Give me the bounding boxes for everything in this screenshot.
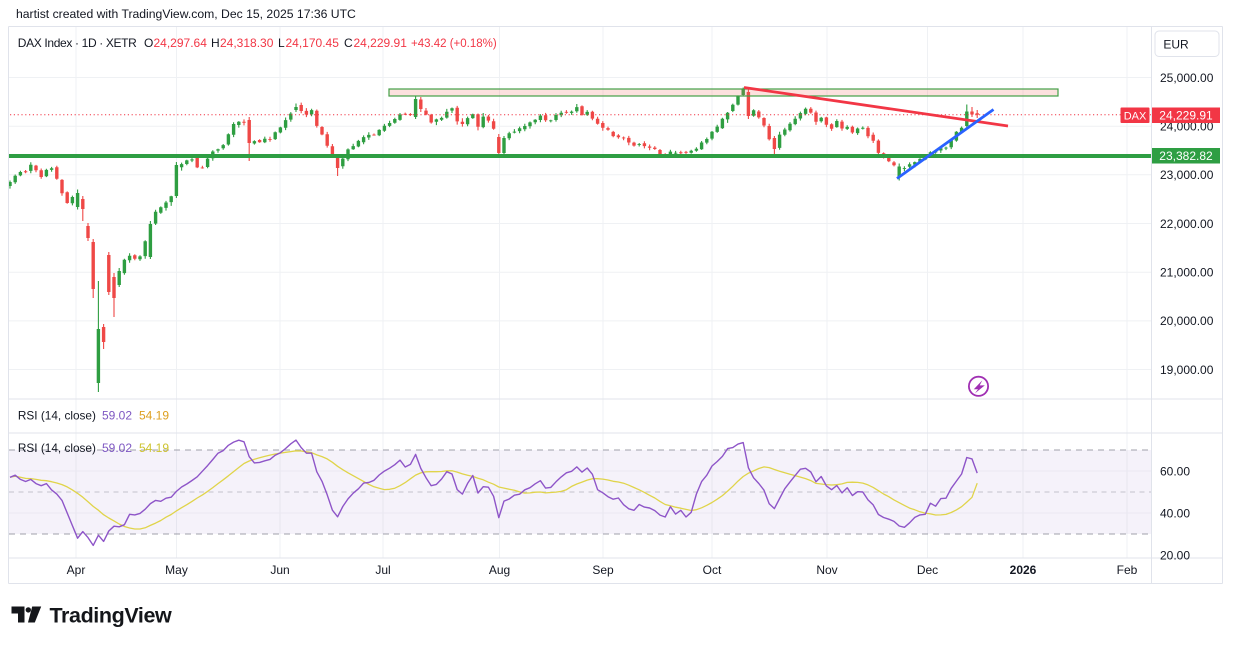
svg-text:Jun: Jun <box>270 563 289 577</box>
svg-text:Aug: Aug <box>489 563 510 577</box>
svg-text:23,000.00: 23,000.00 <box>1160 168 1214 182</box>
svg-text:EUR: EUR <box>1163 37 1189 51</box>
svg-text:Feb: Feb <box>1117 563 1138 577</box>
svg-text:Nov: Nov <box>816 563 837 577</box>
svg-text:C: C <box>344 36 353 50</box>
svg-text:Sep: Sep <box>592 563 614 577</box>
svg-text:21,000.00: 21,000.00 <box>1160 266 1214 280</box>
svg-text:RSI (14, close): RSI (14, close) <box>18 441 96 455</box>
svg-text:25,000.00: 25,000.00 <box>1160 71 1214 85</box>
svg-text:hartist created with TradingVi: hartist created with TradingView.com, De… <box>16 7 356 21</box>
svg-text:24,229.91: 24,229.91 <box>1159 109 1213 123</box>
svg-text:20,000.00: 20,000.00 <box>1160 314 1214 328</box>
svg-text:Jul: Jul <box>375 563 390 577</box>
svg-text:May: May <box>165 563 188 577</box>
svg-text:TradingView: TradingView <box>50 604 173 628</box>
svg-text:54.19: 54.19 <box>139 409 169 423</box>
svg-text:60.00: 60.00 <box>1160 464 1190 478</box>
svg-text:20.00: 20.00 <box>1160 548 1190 562</box>
svg-text:2026: 2026 <box>1010 563 1037 577</box>
svg-text:24,170.45: 24,170.45 <box>286 36 340 50</box>
svg-text:24,229.91: 24,229.91 <box>354 36 408 50</box>
svg-text:RSI (14, close): RSI (14, close) <box>18 409 96 423</box>
svg-text:+43.42 (+0.18%): +43.42 (+0.18%) <box>411 38 497 50</box>
svg-text:59.02: 59.02 <box>102 441 132 455</box>
svg-text:Dec: Dec <box>917 563 938 577</box>
svg-text:24,318.30: 24,318.30 <box>220 36 274 50</box>
svg-text:DAX Index · 1D · XETR: DAX Index · 1D · XETR <box>18 36 137 50</box>
svg-text:O: O <box>144 36 153 50</box>
svg-text:22,000.00: 22,000.00 <box>1160 217 1214 231</box>
svg-text:19,000.00: 19,000.00 <box>1160 363 1214 377</box>
svg-text:23,382.82: 23,382.82 <box>1159 149 1213 163</box>
svg-text:DAX: DAX <box>1124 110 1147 122</box>
svg-text:54.19: 54.19 <box>139 441 169 455</box>
svg-text:H: H <box>211 36 220 50</box>
svg-text:24,297.64: 24,297.64 <box>154 36 208 50</box>
svg-text:40.00: 40.00 <box>1160 506 1190 520</box>
svg-text:Oct: Oct <box>703 563 722 577</box>
svg-text:Apr: Apr <box>67 563 86 577</box>
svg-text:L: L <box>278 36 285 50</box>
svg-text:59.02: 59.02 <box>102 409 132 423</box>
